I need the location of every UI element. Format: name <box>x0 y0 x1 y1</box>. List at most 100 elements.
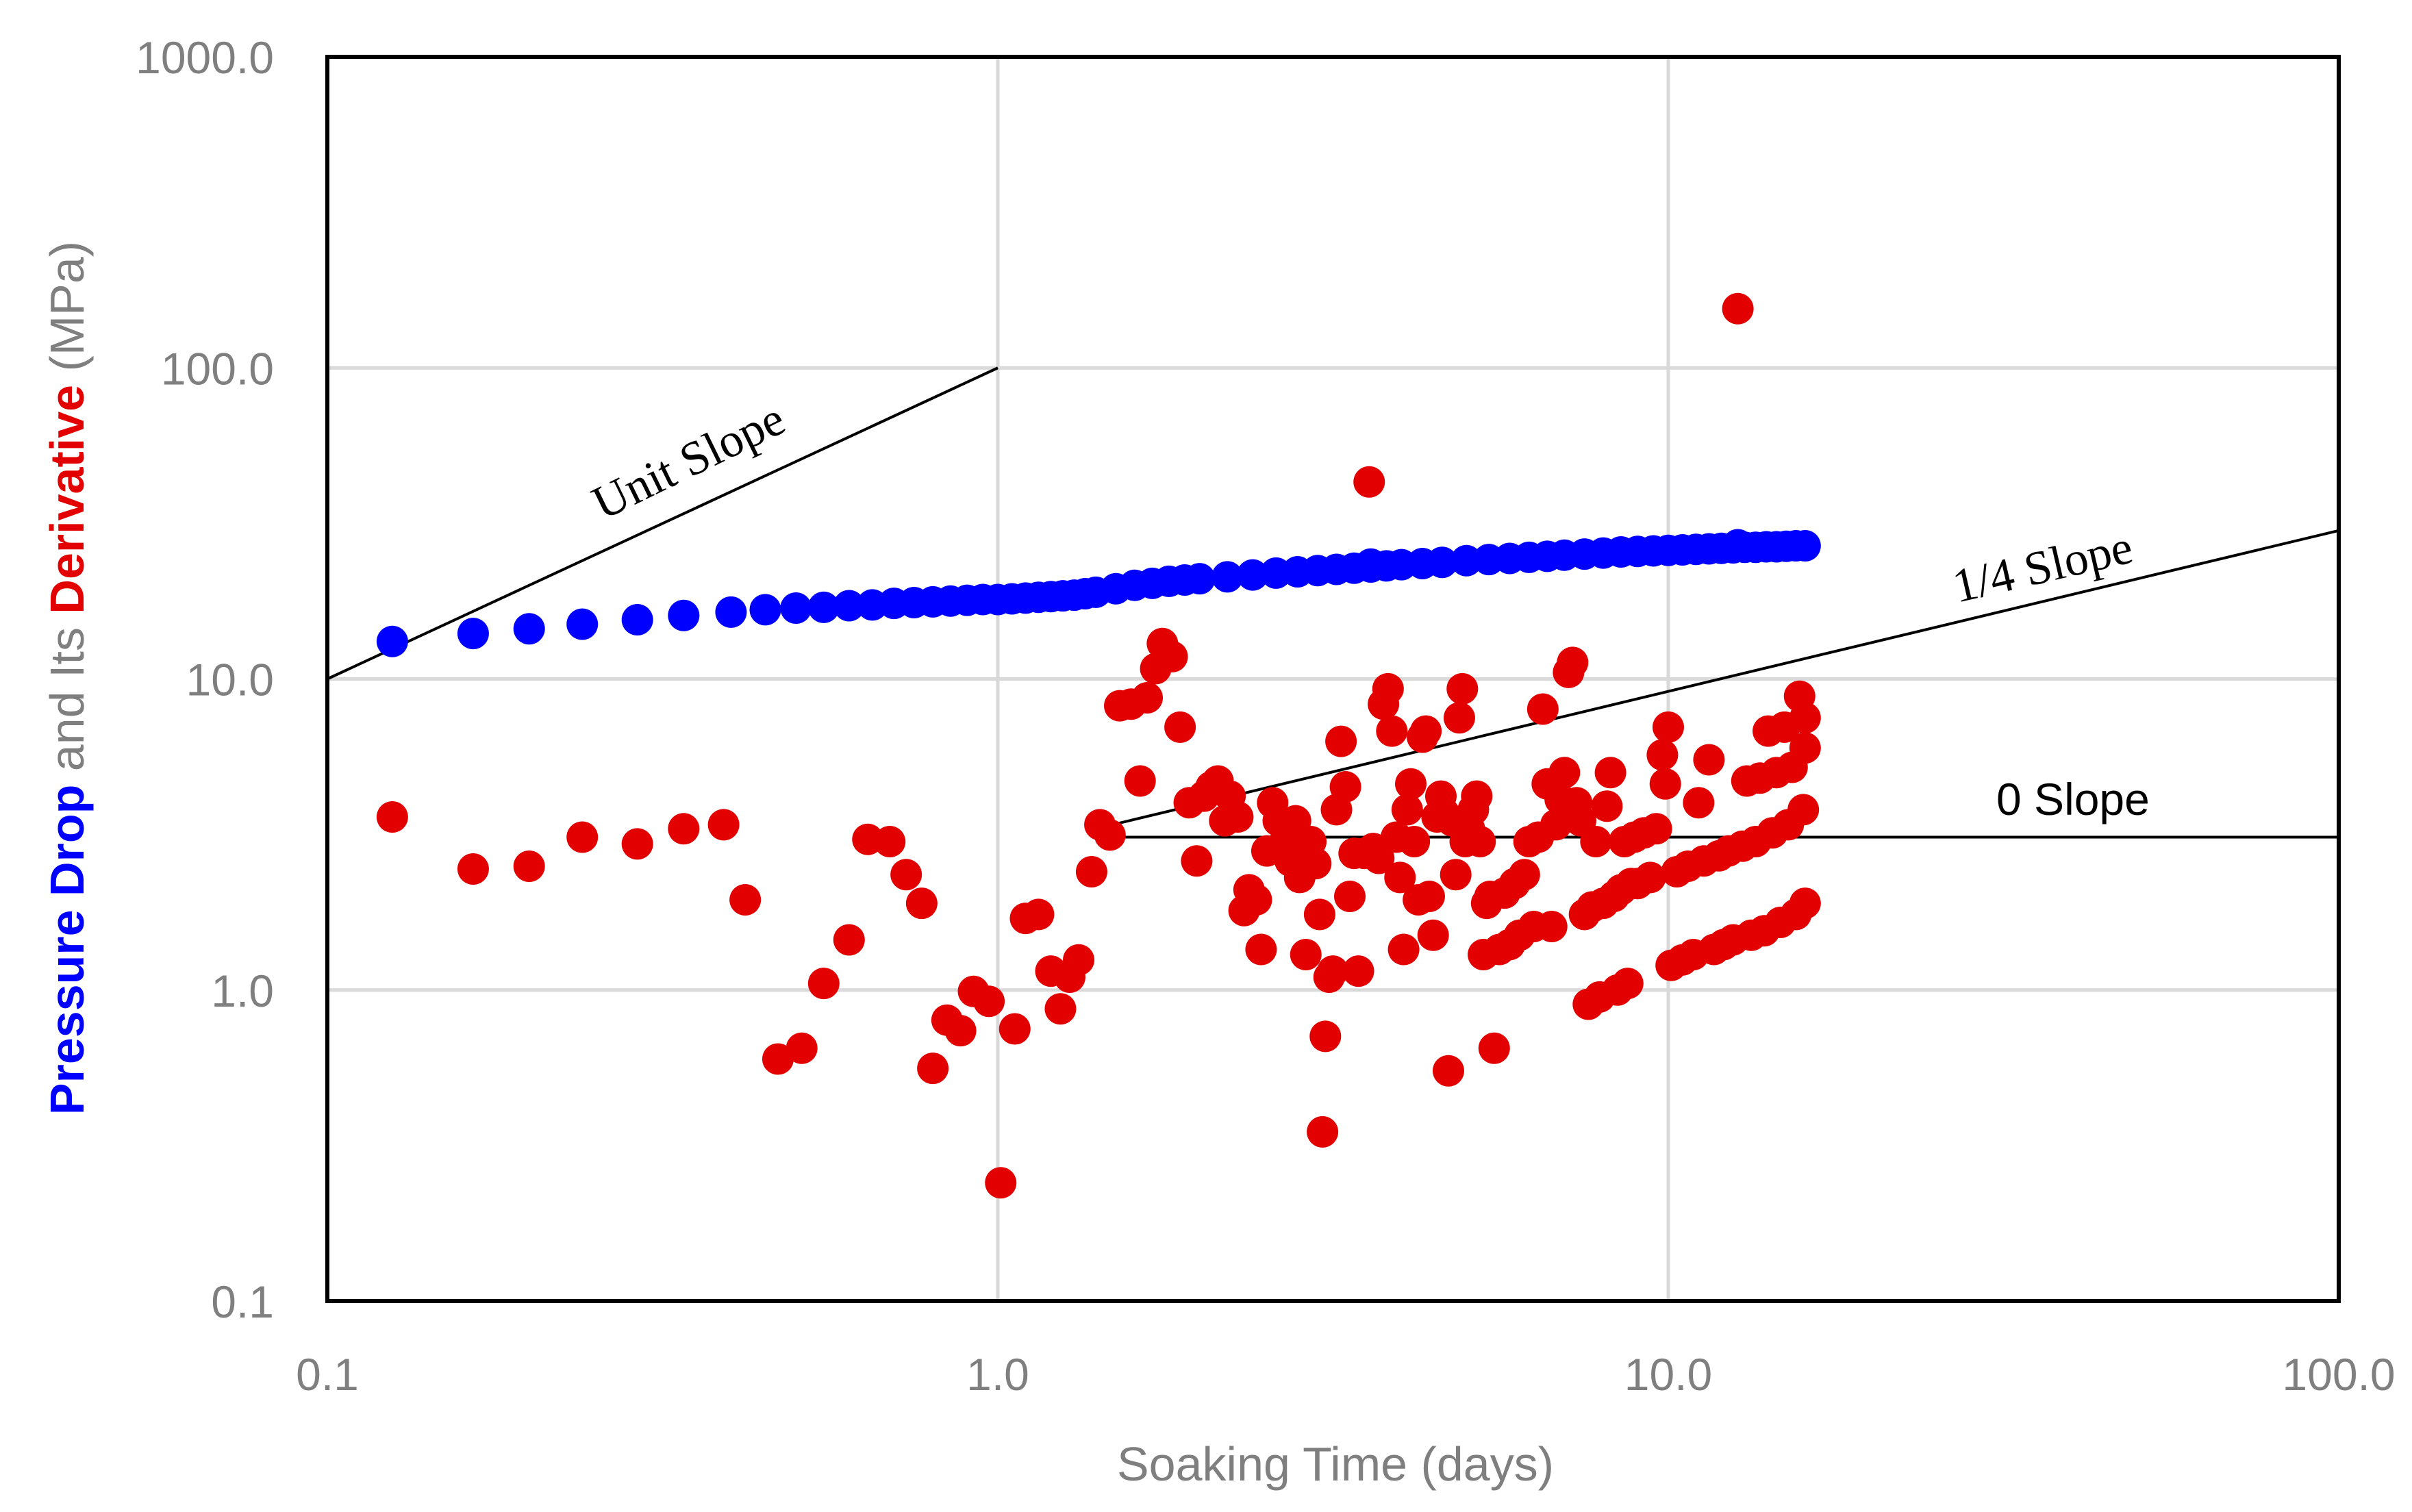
y-axis-title-part: Derivative <box>40 385 94 614</box>
pressure-drop-point <box>376 625 408 657</box>
derivative-point <box>944 1015 977 1047</box>
derivative-point <box>1063 944 1095 976</box>
derivative-point <box>1376 715 1408 747</box>
derivative-point <box>1683 787 1715 819</box>
y-axis-title-part: (MPa) <box>40 241 94 385</box>
derivative-point <box>890 859 922 891</box>
derivative-point <box>1094 819 1126 851</box>
derivative-point <box>1432 1055 1464 1087</box>
pressure-drop-point <box>1450 544 1483 577</box>
derivative-point <box>1535 911 1568 943</box>
derivative-point <box>1363 842 1395 874</box>
derivative-point <box>621 828 653 860</box>
derivative-point <box>1398 826 1431 858</box>
derivative-point <box>729 884 762 916</box>
y-axis-title: Pressure Drop and Its Derivative (MPa) <box>40 241 94 1115</box>
reference-line-unit-slope <box>327 366 998 681</box>
derivative-point <box>1591 790 1623 822</box>
derivative-point <box>1646 739 1679 771</box>
derivative-point <box>905 887 938 920</box>
derivative-point <box>1309 1020 1342 1053</box>
annotation-unit-slope: Unit Slope <box>584 392 793 530</box>
x-tick-label: 0.1 <box>296 1349 359 1400</box>
derivative-point <box>1649 768 1681 800</box>
y-tick-labels: 0.1 1.0 10.0 100.0 1000.0 <box>136 32 274 1327</box>
pressure-drop-point <box>780 592 812 624</box>
derivative-point <box>1413 881 1445 913</box>
pressure-drop-point <box>566 608 599 640</box>
derivative-point <box>1075 856 1107 888</box>
derivative-point <box>807 968 840 1000</box>
reference-lines <box>327 366 2339 839</box>
derivative-point <box>1300 848 1332 880</box>
pressure-drop-point <box>1237 559 1269 591</box>
derivative-point <box>874 826 906 858</box>
pressure-drop-point <box>1722 529 1754 561</box>
y-axis-title-part: Pressure Drop <box>40 785 94 1115</box>
y-tick-label: 1.0 <box>211 966 274 1016</box>
pressure-drop-point <box>457 618 489 650</box>
pressure-drop-point <box>807 591 840 623</box>
derivative-point <box>1508 859 1540 891</box>
x-tick-label: 1.0 <box>966 1349 1029 1400</box>
derivative-point <box>1342 955 1374 987</box>
y-tick-label: 10.0 <box>186 655 274 705</box>
derivative-point <box>1325 725 1357 757</box>
derivative-point <box>457 853 489 885</box>
pressure-drop-point <box>621 604 653 636</box>
derivative-point <box>1611 968 1644 1000</box>
derivative-point <box>1640 813 1672 845</box>
pressure-drop-point <box>1426 546 1458 579</box>
derivative-point <box>1527 693 1559 725</box>
derivative-point <box>786 1032 818 1064</box>
derivative-point <box>1446 672 1479 705</box>
derivative-point <box>998 1013 1031 1045</box>
derivative-point <box>1787 794 1820 826</box>
pressure-drop-point <box>749 594 781 626</box>
derivative-point <box>1022 898 1055 931</box>
derivative-point <box>1464 826 1496 858</box>
derivative-point <box>1164 711 1196 743</box>
x-axis-title: Soaking Time (days) <box>1117 1437 1554 1491</box>
derivative-point <box>1410 715 1442 747</box>
derivative-point <box>1693 744 1725 776</box>
derivative-point <box>566 821 599 853</box>
pressure-drop-point <box>668 599 700 631</box>
pressure-drop-point <box>1183 563 1216 595</box>
pressure-drop-point <box>833 590 865 622</box>
derivative-point <box>513 850 545 882</box>
derivative-point <box>917 1053 949 1085</box>
derivative-point <box>1440 859 1472 891</box>
derivative-point <box>1789 732 1821 764</box>
derivative-point <box>1317 955 1349 987</box>
derivative-point <box>1789 887 1821 920</box>
derivative-point <box>1387 933 1420 966</box>
derivative-point <box>1722 292 1754 325</box>
derivative-point <box>1245 933 1277 966</box>
y-tick-label: 0.1 <box>211 1276 274 1327</box>
annotation-quarter-slope: 1/4 Slope <box>1948 521 2137 614</box>
derivative-point <box>1580 826 1612 858</box>
derivative-point <box>1443 702 1475 734</box>
data-points <box>376 292 1821 1199</box>
derivative-point <box>1329 771 1361 803</box>
derivative-point <box>1478 1032 1510 1064</box>
x-tick-label: 10.0 <box>1624 1349 1712 1400</box>
derivative-point <box>1384 861 1416 894</box>
derivative-point <box>1653 711 1684 743</box>
derivative-point <box>1334 881 1366 913</box>
x-tick-label: 100.0 <box>2282 1349 2395 1400</box>
derivative-point <box>1290 938 1322 970</box>
derivative-point <box>1557 646 1589 679</box>
y-tick-label: 100.0 <box>161 343 274 394</box>
derivative-point <box>1461 780 1493 812</box>
derivative-point <box>1372 672 1404 705</box>
derivative-point <box>762 1043 794 1075</box>
derivative-point <box>1594 757 1626 789</box>
pressure-drop-point <box>513 613 545 645</box>
reference-line-1-4-slope <box>1095 529 2339 831</box>
y-tick-label: 1000.0 <box>136 32 274 83</box>
derivative-point <box>833 924 865 956</box>
pressure-drop-point <box>715 596 747 628</box>
derivative-point <box>1634 861 1666 894</box>
